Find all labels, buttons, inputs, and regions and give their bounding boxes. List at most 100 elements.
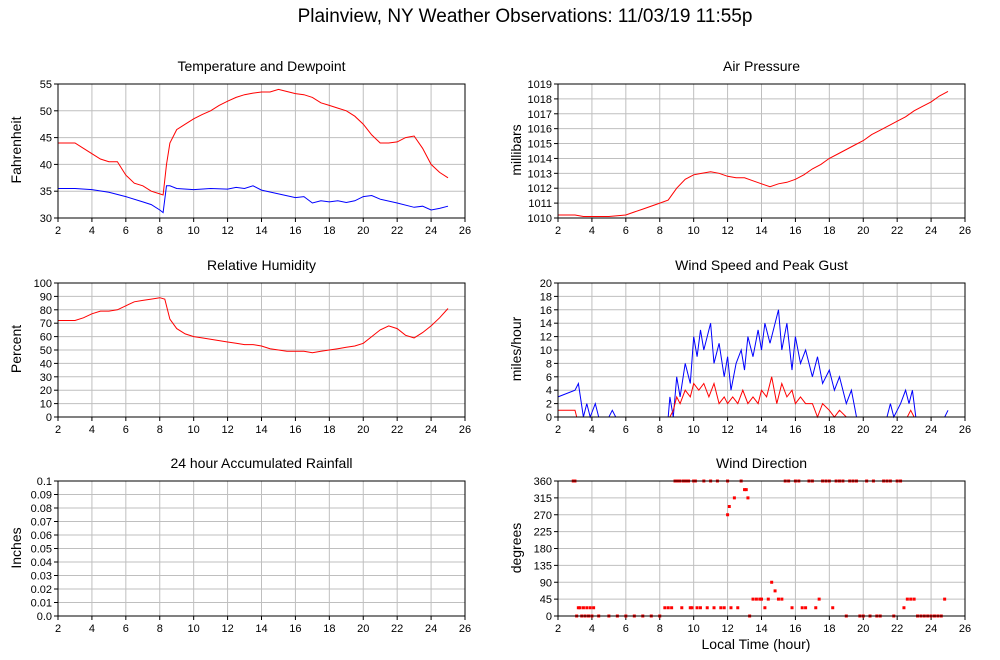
- plot-area: 2 4 6 8 10 12 14 16 18 20 22 24 26045901351802252703…: [534, 476, 971, 635]
- y-tick-label: 30: [40, 372, 52, 384]
- x-tick-label: 2: [555, 225, 561, 237]
- data-point: [576, 606, 580, 610]
- x-tick-label: 4: [89, 424, 95, 436]
- x-tick-label: 24: [925, 623, 937, 635]
- x-tick-label: 16: [789, 424, 801, 436]
- x-tick-label: 4: [589, 623, 595, 635]
- x-tick-label: 10: [188, 424, 200, 436]
- y-tick-label: 0.04: [31, 557, 52, 569]
- x-tick-label: 12: [721, 225, 733, 237]
- y-tick-label: 1019: [528, 79, 552, 91]
- accumulated-rainfall-chart: 24 hour Accumulated Rainfall Inches 2 4 6 8 10…: [0, 447, 500, 647]
- x-tick-label: 4: [589, 424, 595, 436]
- y-tick-label: 225: [534, 527, 552, 539]
- y-tick-label: 10: [40, 399, 52, 411]
- x-tick-label: 18: [823, 424, 835, 436]
- y-tick-label: 0.09: [31, 490, 52, 502]
- y-tick-label: 270: [534, 510, 552, 522]
- x-tick-label: 20: [857, 225, 869, 237]
- x-tick-label: 22: [391, 225, 403, 237]
- series-line: [558, 376, 915, 419]
- y-tick-label: 100: [34, 278, 52, 290]
- data-point: [754, 597, 758, 601]
- wind-speed-gust-chart: Wind Speed and Peak Gust miles/hour 2 4 6 8 10…: [500, 250, 1000, 450]
- chart-title: 24 hour Accumulated Rainfall: [170, 455, 353, 471]
- data-point: [763, 606, 767, 610]
- temperature-dewpoint-chart: Temperature and Dewpoint Fahrenheit 2 4 6 8 10…: [0, 50, 500, 250]
- x-tick-label: 8: [157, 623, 163, 635]
- x-tick-label: 18: [823, 225, 835, 237]
- x-tick-label: 6: [123, 424, 129, 436]
- y-tick-label: 35: [40, 186, 52, 198]
- plot-area: 2 4 6 8 10 12 14 16 18 20 22 24 26010203040506070809…: [34, 278, 471, 436]
- data-point: [581, 606, 585, 610]
- data-point: [736, 606, 740, 610]
- plot-frame: [557, 282, 966, 418]
- x-tick-label: 8: [657, 225, 663, 237]
- x-tick-label: 10: [188, 225, 200, 237]
- x-tick-label: 2: [555, 623, 561, 635]
- x-tick-label: 12: [721, 623, 733, 635]
- y-tick-label: 8: [546, 358, 552, 370]
- x-tick-label: 20: [357, 225, 369, 237]
- x-tick-label: 6: [623, 623, 629, 635]
- y-tick-label: 1013: [528, 168, 552, 180]
- x-axis-label: Local Time (hour): [701, 636, 811, 652]
- y-tick-label: 360: [534, 476, 552, 488]
- y-tick-label: 1018: [528, 94, 552, 106]
- plot-frame: [57, 83, 466, 219]
- data-point: [831, 606, 835, 610]
- x-tick-label: 10: [188, 623, 200, 635]
- data-point: [773, 589, 777, 593]
- y-tick-label: 0.06: [31, 530, 52, 542]
- x-tick-label: 20: [857, 623, 869, 635]
- y-tick-label: 40: [40, 159, 52, 171]
- x-tick-label: 6: [623, 424, 629, 436]
- page-title: Plainview, NY Weather Observations: 11/0…: [297, 6, 753, 27]
- data-point: [790, 606, 794, 610]
- x-tick-label: 6: [623, 225, 629, 237]
- chart-title: Wind Direction: [715, 455, 808, 471]
- data-point: [814, 606, 818, 610]
- y-tick-label: 0.02: [31, 584, 52, 596]
- x-tick-label: 26: [959, 623, 971, 635]
- data-point: [698, 606, 702, 610]
- data-point: [719, 606, 723, 610]
- x-tick-label: 16: [289, 623, 301, 635]
- y-tick-label: 16: [540, 305, 552, 317]
- x-tick-label: 6: [123, 623, 129, 635]
- data-point: [680, 606, 684, 610]
- x-tick-label: 4: [89, 623, 95, 635]
- x-tick-label: 2: [55, 225, 61, 237]
- y-tick-label: 45: [540, 594, 552, 606]
- y-tick-label: 1012: [528, 183, 552, 195]
- x-tick-label: 20: [357, 623, 369, 635]
- x-tick-label: 16: [289, 225, 301, 237]
- plot-frame: [557, 480, 966, 617]
- y-tick-label: 1017: [528, 109, 552, 121]
- y-tick-label: 45: [40, 133, 52, 145]
- data-point: [776, 597, 780, 601]
- data-point: [670, 606, 674, 610]
- y-tick-label: 0.07: [31, 517, 52, 529]
- y-tick-label: 1010: [528, 213, 552, 225]
- y-tick-label: 18: [540, 291, 552, 303]
- y-tick-label: 55: [40, 79, 52, 91]
- y-tick-label: 2: [546, 399, 552, 411]
- x-tick-label: 14: [255, 424, 267, 436]
- x-tick-label: 2: [55, 424, 61, 436]
- y-tick-label: 30: [40, 213, 52, 225]
- series-line: [58, 297, 449, 354]
- y-tick-label: 135: [534, 560, 552, 572]
- y-tick-label: 70: [40, 318, 52, 330]
- y-tick-label: 12: [540, 332, 552, 344]
- data-point: [592, 606, 596, 610]
- y-tick-label: 0.03: [31, 571, 52, 583]
- data-point: [743, 488, 747, 492]
- x-tick-label: 26: [959, 225, 971, 237]
- data-point: [744, 488, 748, 492]
- x-tick-label: 18: [323, 623, 335, 635]
- chart-title: Air Pressure: [722, 58, 801, 74]
- y-tick-label: 0.08: [31, 503, 52, 515]
